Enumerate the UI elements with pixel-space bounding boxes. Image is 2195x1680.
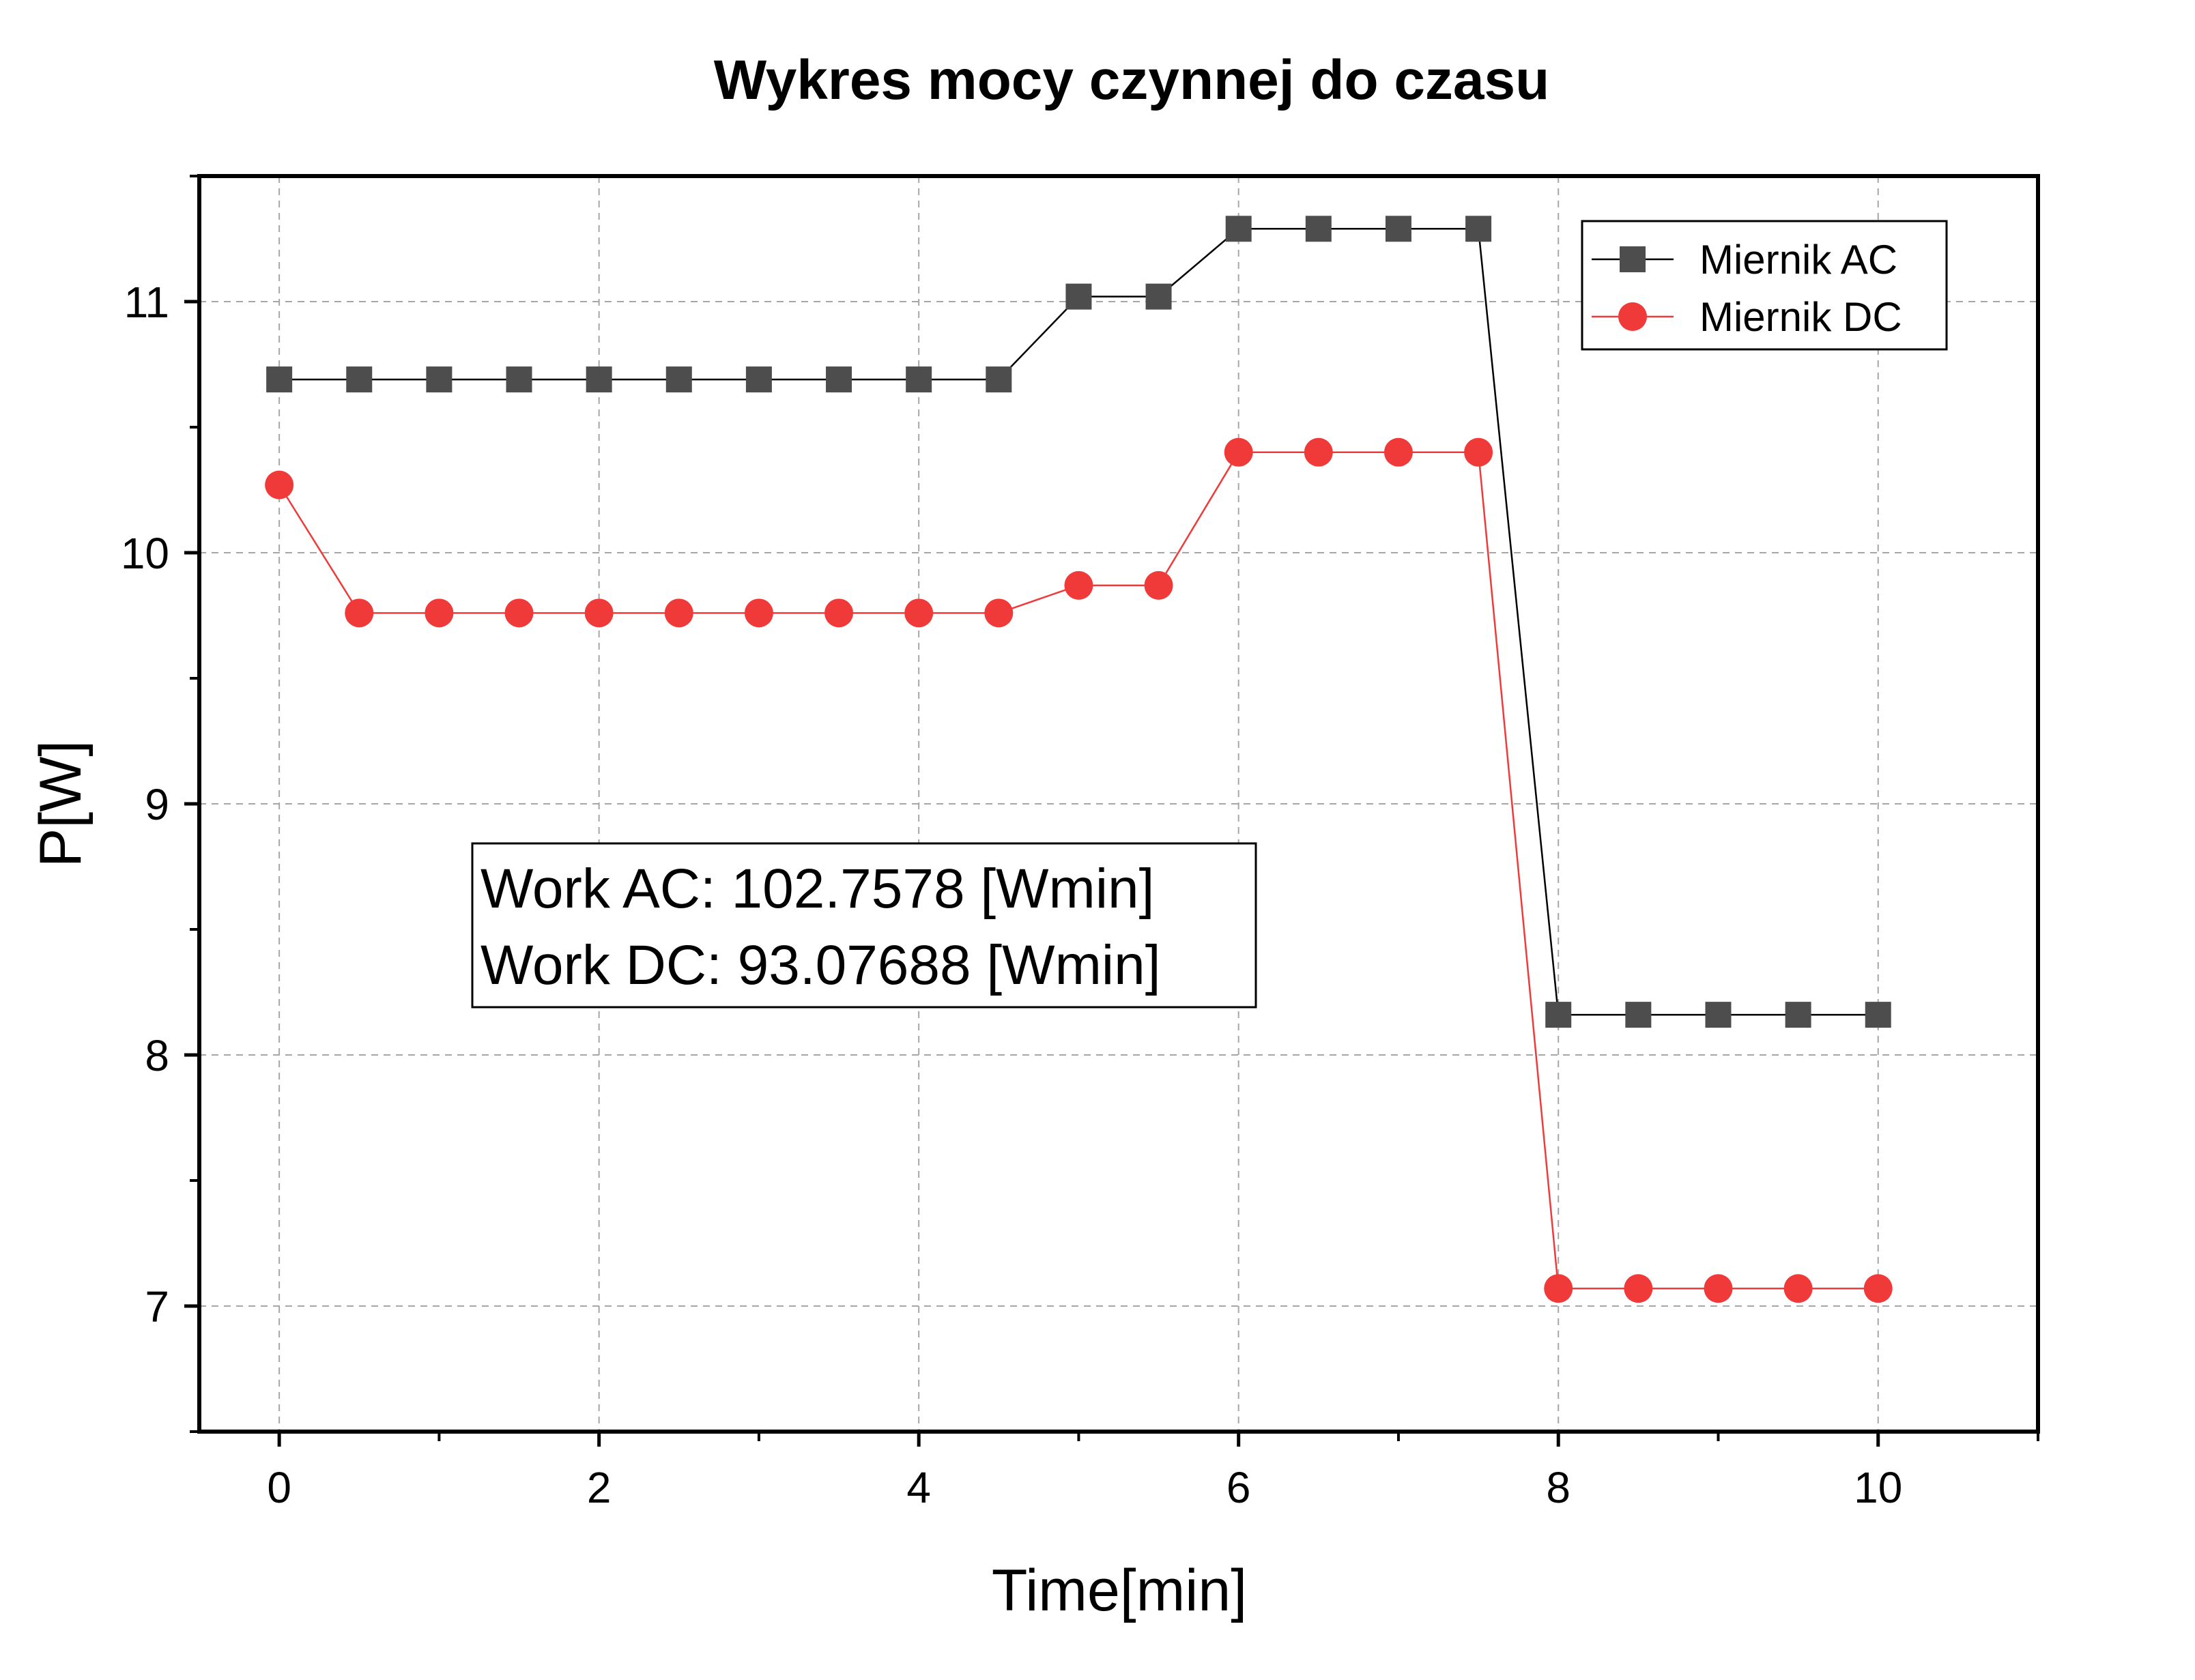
y-tick-label: 11 <box>124 278 169 327</box>
chart-title: Wykres mocy czynnej do czasu <box>714 49 1549 111</box>
data-point <box>346 366 373 393</box>
data-point <box>266 366 293 393</box>
data-point <box>584 598 614 628</box>
legend-marker <box>1618 302 1647 331</box>
x-tick-label: 2 <box>587 1463 612 1512</box>
data-point <box>265 470 294 499</box>
data-point <box>1465 216 1492 242</box>
data-point <box>1464 437 1493 467</box>
data-point <box>1624 1274 1653 1303</box>
data-point <box>1225 216 1252 242</box>
data-point <box>1863 1274 1893 1303</box>
y-tick-label: 8 <box>145 1031 169 1080</box>
x-tick-label: 10 <box>1854 1463 1902 1512</box>
legend-item: Miernik AC <box>1592 237 1897 283</box>
data-point <box>664 598 693 628</box>
data-point <box>1783 1274 1813 1303</box>
x-tick-label: 6 <box>1226 1463 1251 1512</box>
data-point <box>1385 216 1411 242</box>
legend: Miernik AC Miernik DC <box>1581 220 1948 351</box>
data-point <box>1304 437 1333 467</box>
data-point <box>826 366 852 393</box>
x-tick-label: 8 <box>1546 1463 1570 1512</box>
data-point <box>1625 1002 1652 1028</box>
series-ac <box>266 216 1891 1028</box>
data-point <box>665 366 692 393</box>
data-point <box>345 598 374 628</box>
x-tick-label: 4 <box>906 1463 931 1512</box>
data-point <box>1705 1002 1732 1028</box>
x-axis-label: Time[min] <box>992 1558 1247 1623</box>
data-point <box>745 366 772 393</box>
data-point <box>1544 1274 1573 1303</box>
data-point <box>1145 283 1172 310</box>
grid <box>199 176 2038 1432</box>
data-point <box>744 598 773 628</box>
annotation-frame <box>471 842 1257 1009</box>
data-point <box>1704 1274 1733 1303</box>
legend-label: Miernik AC <box>1699 237 1897 283</box>
y-axis-label: P[W] <box>28 740 94 867</box>
data-point <box>506 366 532 393</box>
y-tick-label: 9 <box>145 780 169 829</box>
y-tick-label: 7 <box>145 1282 169 1331</box>
legend-marker <box>1620 246 1646 272</box>
data-point <box>986 366 1012 393</box>
data-point <box>1224 437 1253 467</box>
data-point <box>1064 570 1093 600</box>
legend-label: Miernik DC <box>1699 294 1902 340</box>
data-point <box>1144 570 1173 600</box>
data-point <box>1785 1002 1811 1028</box>
data-point <box>425 598 454 628</box>
data-point <box>1545 1002 1572 1028</box>
data-point <box>906 366 932 393</box>
y-axis-ticks: 7 8 9 10 11 <box>121 175 199 1433</box>
legend-frame <box>1581 220 1948 351</box>
x-tick-label: 0 <box>267 1463 291 1512</box>
data-point <box>1865 1002 1891 1028</box>
data-point <box>904 598 934 628</box>
x-axis-ticks: 0 2 4 6 8 10 <box>267 1432 2039 1512</box>
data-point <box>1305 216 1332 242</box>
data-point <box>504 598 534 628</box>
data-point <box>1383 437 1413 467</box>
legend-item: Miernik DC <box>1592 294 1902 340</box>
annotation-work-ac: Work AC: 102.7578 [Wmin] <box>480 858 1154 920</box>
data-point <box>426 366 453 393</box>
work-annotation: Work AC: 102.7578 [Wmin] Work DC: 93.076… <box>471 842 1257 1009</box>
data-point <box>984 598 1014 628</box>
data-point <box>1065 283 1092 310</box>
series-layer <box>265 216 1893 1303</box>
data-point <box>824 598 854 628</box>
y-tick-label: 10 <box>121 529 169 578</box>
data-point <box>586 366 612 393</box>
annotation-work-dc: Work DC: 93.07688 [Wmin] <box>480 934 1161 996</box>
series-dc <box>265 437 1893 1303</box>
